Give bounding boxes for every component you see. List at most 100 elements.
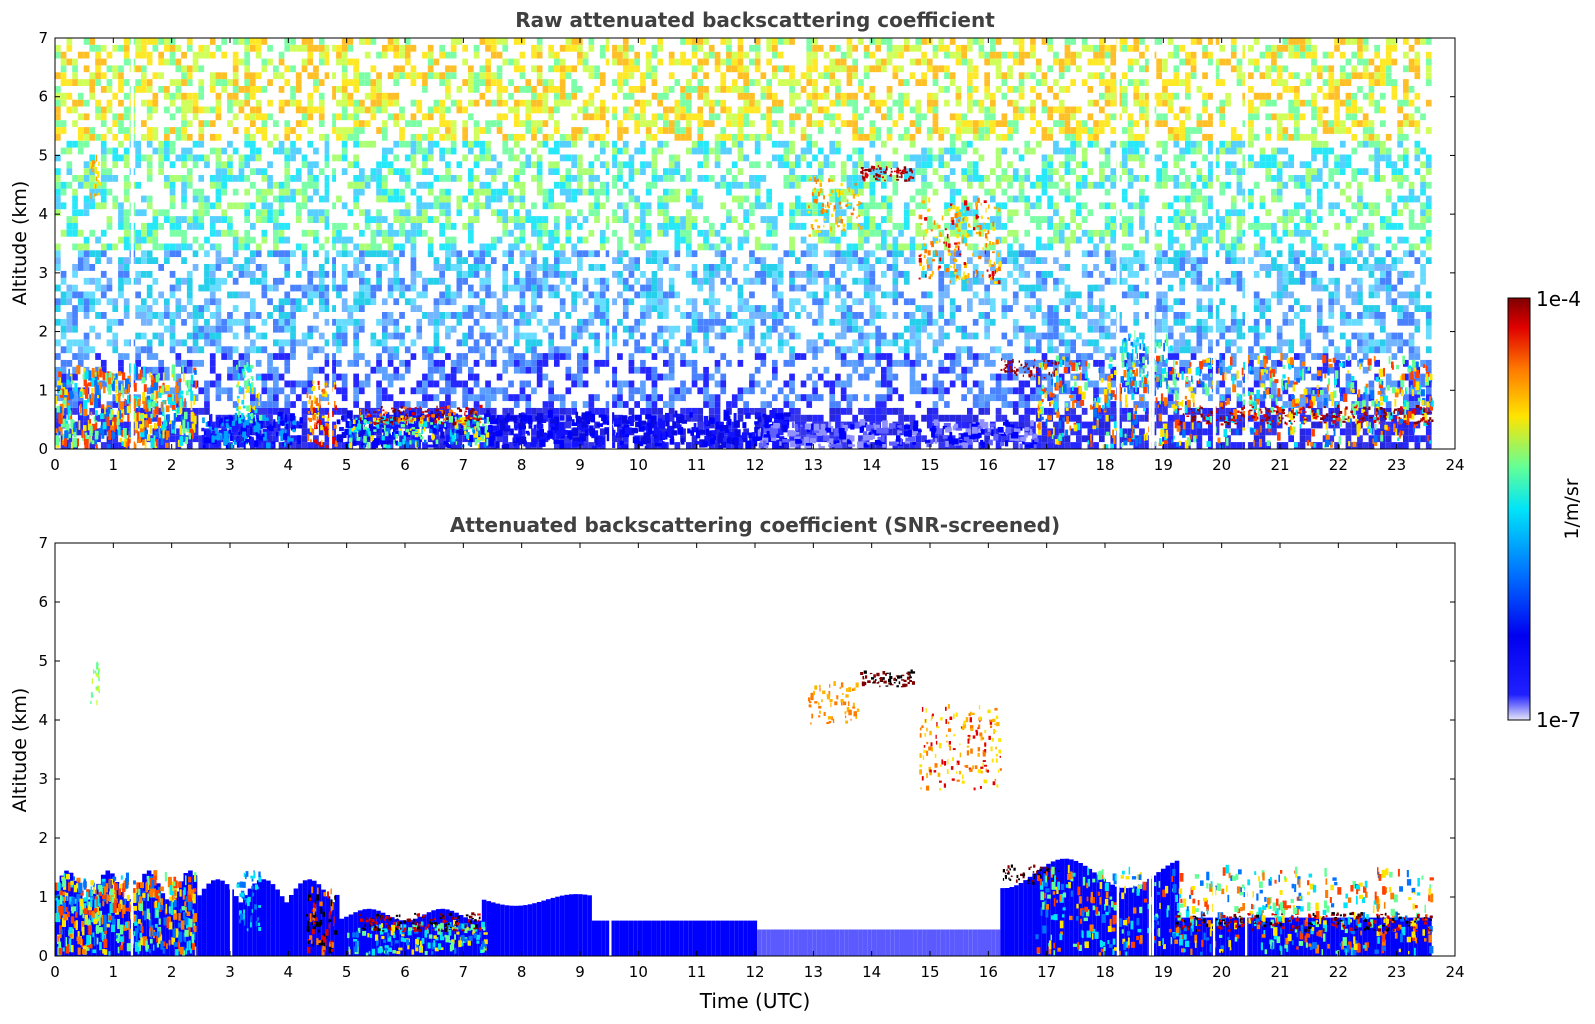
noise-cell xyxy=(674,346,681,354)
noise-cell xyxy=(238,346,245,354)
noise-cell xyxy=(255,243,262,251)
noise-cell xyxy=(490,188,497,196)
noise-cell xyxy=(301,44,308,52)
noise-cell xyxy=(181,202,187,210)
noise-cell xyxy=(399,250,405,258)
noise-cell xyxy=(273,366,279,374)
noise-cell xyxy=(588,44,595,52)
noise-cell xyxy=(680,264,686,271)
noise-cell xyxy=(146,243,153,251)
noise-cell xyxy=(565,161,572,169)
noise-cell xyxy=(376,140,382,148)
noise-cell xyxy=(324,188,331,196)
noise-cell xyxy=(582,236,589,244)
noise-cell xyxy=(382,250,388,258)
noise-cell xyxy=(473,161,480,169)
noise-cell xyxy=(307,175,314,182)
noise-cell xyxy=(542,140,549,148)
noise-cell xyxy=(439,106,445,114)
noise-cell xyxy=(135,380,141,388)
noise-cell xyxy=(387,147,394,155)
noise-cell xyxy=(324,407,331,415)
noise-cell xyxy=(146,332,153,340)
noise-cell xyxy=(445,175,451,182)
noise-cell xyxy=(72,120,78,127)
noise-cell xyxy=(708,277,715,285)
noise-cell xyxy=(186,312,193,319)
noise-cell xyxy=(754,133,761,141)
noise-cell xyxy=(450,72,457,80)
noise-cell xyxy=(181,407,187,415)
noise-cell xyxy=(605,44,612,52)
noise-cell xyxy=(525,346,532,354)
noise-cell xyxy=(468,243,474,251)
noise-cell xyxy=(445,147,451,155)
noise-cell xyxy=(766,120,772,127)
noise-cell xyxy=(273,407,279,415)
noise-cell xyxy=(726,147,732,155)
noise-cell xyxy=(559,305,566,312)
noise-cell xyxy=(244,120,250,127)
noise-cell xyxy=(450,236,457,244)
noise-cell xyxy=(599,202,606,210)
noise-cell xyxy=(164,284,170,292)
noise-cell xyxy=(169,318,176,326)
noise-cell xyxy=(691,414,698,422)
noise-cell xyxy=(508,181,514,189)
noise-cell xyxy=(760,359,767,367)
noise-cell xyxy=(783,401,790,408)
noise-cell xyxy=(341,325,348,333)
noise-cell xyxy=(731,113,738,121)
noise-cell xyxy=(473,318,480,326)
noise-cell xyxy=(336,373,342,381)
noise-cell xyxy=(640,209,646,217)
noise-cell xyxy=(628,58,635,66)
noise-cell xyxy=(255,188,262,196)
noise-cell xyxy=(433,339,440,347)
noise-cell xyxy=(273,380,279,388)
noise-cell xyxy=(192,332,199,340)
noise-cell xyxy=(192,92,199,100)
noise-cell xyxy=(376,154,382,162)
noise-cell xyxy=(445,127,451,134)
noise-cell xyxy=(651,264,658,271)
noise-cell xyxy=(370,291,377,299)
noise-cell xyxy=(634,318,640,326)
noise-cell xyxy=(324,339,331,347)
noise-cell xyxy=(186,181,193,189)
noise-cell xyxy=(680,38,686,45)
noise-cell xyxy=(393,65,400,73)
noise-cell xyxy=(674,133,681,141)
noise-cell xyxy=(490,79,497,86)
noise-cell xyxy=(691,332,698,340)
noise-cell xyxy=(244,277,250,285)
noise-cell xyxy=(605,407,612,415)
noise-cell xyxy=(674,175,681,182)
noise-cell xyxy=(473,147,480,155)
noise-cell xyxy=(772,106,778,114)
noise-cell xyxy=(295,168,302,175)
noise-cell xyxy=(565,72,572,80)
noise-cell xyxy=(577,79,583,86)
noise-cell xyxy=(588,195,595,203)
noise-cell xyxy=(496,298,503,306)
noise-cell xyxy=(221,414,227,422)
noise-cell xyxy=(651,394,658,402)
noise-cell xyxy=(749,222,755,230)
noise-cell xyxy=(410,277,417,285)
noise-cell xyxy=(737,195,744,203)
noise-cell xyxy=(628,72,635,80)
noise-cell xyxy=(657,99,663,107)
noise-cell xyxy=(680,394,686,402)
noise-cell xyxy=(531,414,537,422)
noise-cell xyxy=(697,359,704,367)
noise-cell xyxy=(382,92,388,100)
noise-cell xyxy=(318,243,325,251)
noise-cell xyxy=(531,202,537,210)
noise-cell xyxy=(100,195,107,203)
noise-cell xyxy=(112,442,119,449)
noise-cell xyxy=(772,140,778,148)
noise-cell xyxy=(628,291,635,299)
noise-cell xyxy=(490,168,497,175)
noise-cell xyxy=(691,305,698,312)
